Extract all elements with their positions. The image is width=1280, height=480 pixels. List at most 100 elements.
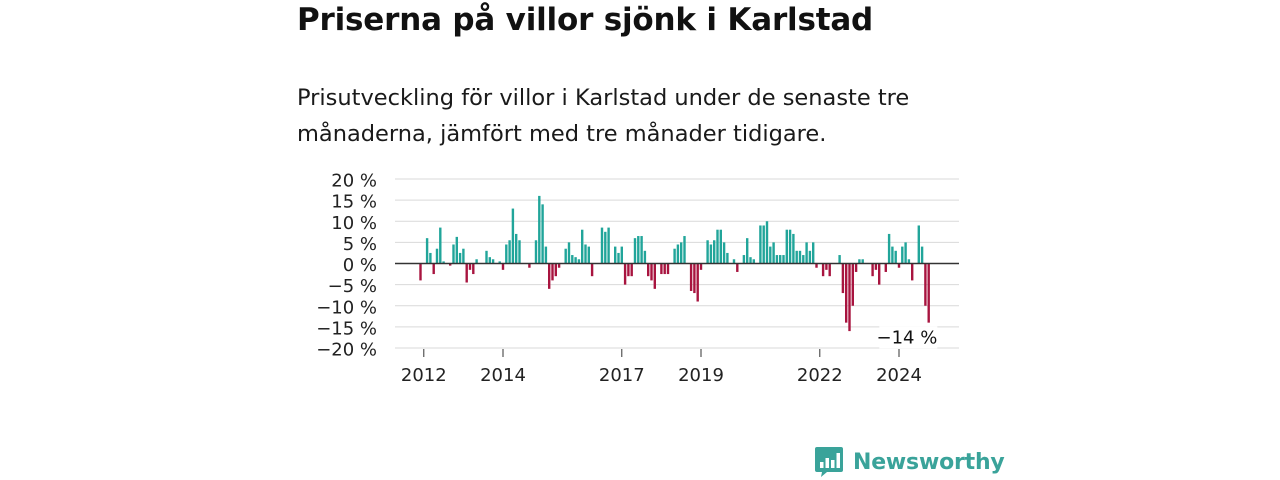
bar <box>897 263 901 268</box>
bar <box>920 246 924 264</box>
bar <box>871 263 874 277</box>
bar <box>505 244 508 264</box>
x-tick-label: 2022 <box>797 365 843 386</box>
bar <box>742 255 746 264</box>
bar <box>821 263 825 277</box>
bar <box>699 263 703 270</box>
gridlines <box>395 178 959 349</box>
bar <box>851 263 854 306</box>
y-tick-label: 0 % <box>343 255 377 276</box>
axes: 20 %15 %10 %5 %0 %−5 %−10 %−15 %−20 % 201… <box>316 171 959 386</box>
bar <box>709 244 713 264</box>
bar <box>927 263 930 323</box>
bar <box>587 246 590 264</box>
bar <box>775 255 779 264</box>
bar <box>887 233 891 264</box>
x-tick-label: 2017 <box>599 365 645 386</box>
bar <box>911 263 914 281</box>
bar <box>508 240 511 264</box>
bar <box>607 227 610 264</box>
bar <box>891 246 894 264</box>
y-tick-label: 20 % <box>331 171 377 192</box>
bar <box>515 233 518 264</box>
bar-chart: 20 %15 %10 %5 %0 %−5 %−10 %−15 %−20 % 201… <box>316 171 959 386</box>
bar <box>901 246 904 264</box>
bar <box>442 261 445 264</box>
y-tick-label: 15 % <box>331 192 377 213</box>
bar <box>439 227 442 264</box>
bar <box>491 259 495 264</box>
bar <box>861 259 864 264</box>
bar <box>564 248 567 264</box>
bar <box>488 257 491 264</box>
bar <box>907 259 911 264</box>
y-tick-label: −5 % <box>328 276 377 297</box>
bar <box>633 238 637 264</box>
y-tick-label: 5 % <box>343 234 377 255</box>
bar <box>874 263 878 270</box>
bar <box>548 263 551 289</box>
bar <box>647 263 650 277</box>
bar <box>538 195 541 264</box>
bar <box>680 242 683 264</box>
bar <box>785 229 788 264</box>
bar <box>798 250 802 264</box>
bar <box>706 240 709 264</box>
bar <box>614 246 617 264</box>
bar <box>498 261 501 264</box>
bar <box>617 252 620 264</box>
bar <box>584 244 587 264</box>
bar <box>845 263 848 323</box>
bar <box>854 263 858 272</box>
bar <box>630 263 633 277</box>
bar <box>696 263 699 302</box>
bar-series <box>419 195 930 332</box>
bar <box>571 255 574 264</box>
bar <box>759 225 762 264</box>
bar <box>924 263 927 306</box>
y-tick-label: −15 % <box>316 318 377 339</box>
annotation-background <box>879 326 938 349</box>
bar <box>772 242 775 264</box>
bar <box>683 236 686 264</box>
bar <box>808 250 812 264</box>
bar <box>716 229 719 264</box>
bar <box>554 263 557 277</box>
bar <box>736 263 739 272</box>
bar <box>637 236 640 264</box>
bar <box>802 255 805 264</box>
bar <box>749 257 752 264</box>
chart-subtitle: Prisutveckling för villor i Karlstad und… <box>297 85 910 147</box>
bar <box>762 225 765 264</box>
bar <box>455 236 458 264</box>
y-tick-label: −20 % <box>316 340 377 361</box>
bar <box>795 250 798 264</box>
bar <box>425 238 429 264</box>
bar <box>746 238 749 264</box>
bar <box>779 255 782 264</box>
x-tick-label: 2019 <box>678 365 724 386</box>
bar <box>884 263 887 272</box>
bar <box>475 259 478 264</box>
x-tick-label: 2014 <box>480 365 526 386</box>
bar <box>452 244 455 264</box>
bar <box>574 257 577 264</box>
bar <box>462 248 465 264</box>
bar <box>623 263 627 285</box>
bar <box>769 246 772 264</box>
bar <box>429 252 432 264</box>
bar <box>600 227 604 264</box>
bar <box>858 259 861 264</box>
bar <box>805 242 808 264</box>
bar <box>726 252 729 264</box>
bar <box>660 263 663 275</box>
bar <box>650 263 653 281</box>
bar <box>653 263 656 289</box>
bar <box>894 250 897 264</box>
bar <box>878 263 881 285</box>
bar <box>604 231 607 264</box>
bar <box>544 246 548 264</box>
bar <box>673 248 676 264</box>
bar <box>792 233 795 264</box>
bar <box>518 240 521 264</box>
